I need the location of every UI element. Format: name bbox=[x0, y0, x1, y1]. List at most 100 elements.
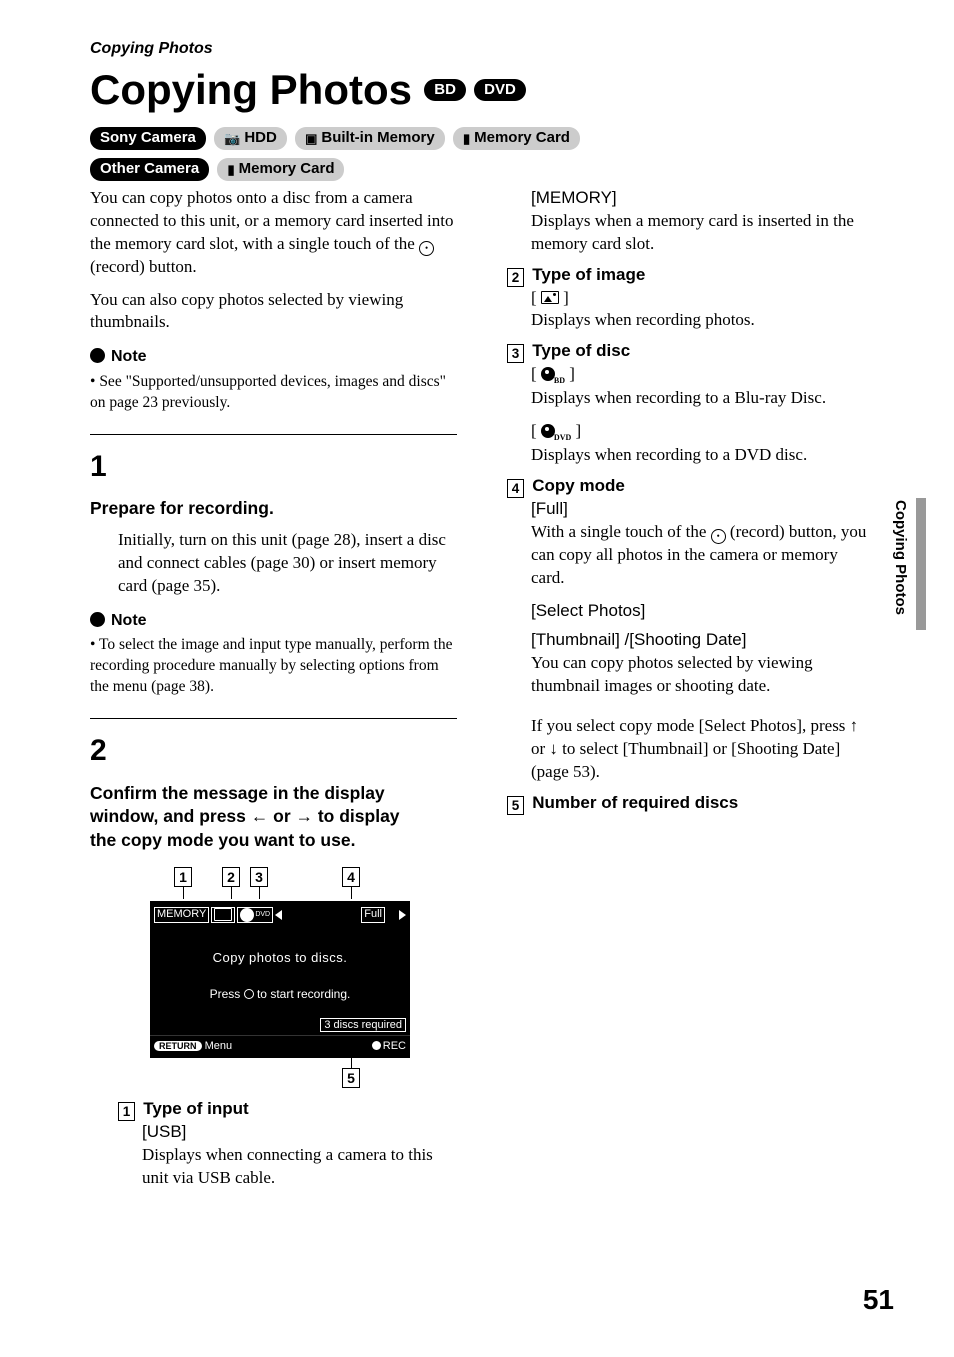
memory-card-pill: ▮Memory Card bbox=[453, 127, 580, 149]
boxnum-1: 1 bbox=[118, 1102, 135, 1121]
memory-desc: Displays when a memory card is inserted … bbox=[531, 210, 874, 256]
callout-2: 2 bbox=[222, 867, 240, 887]
full-label: [Full] bbox=[531, 498, 874, 521]
callout-1: 1 bbox=[174, 867, 192, 887]
callout-row-bottom: 5 bbox=[150, 1058, 420, 1088]
other-camera-pill: Other Camera bbox=[90, 158, 209, 180]
page-title: Copying Photos bbox=[90, 62, 412, 119]
title-pill-dvd: DVD bbox=[474, 79, 526, 101]
item-1-label: Type of input bbox=[143, 1099, 248, 1118]
memory-card-label: Memory Card bbox=[474, 128, 570, 148]
dvd-disc-bracket: [ DVD ] bbox=[531, 420, 874, 444]
callout-5: 5 bbox=[342, 1068, 360, 1088]
item-1-usb: [USB] Displays when connecting a camera … bbox=[142, 1121, 457, 1190]
photo-icon-bracket: [ ] bbox=[531, 287, 874, 310]
builtin-memory-pill: ▣Built-in Memory bbox=[295, 127, 445, 149]
intro-text-1: You can copy photos onto a disc from a c… bbox=[90, 188, 454, 253]
thumbnail-desc: You can copy photos selected by viewing … bbox=[531, 652, 874, 698]
return-menu: RETURN Menu bbox=[154, 1039, 232, 1054]
item-1: 1 Type of input [USB] Displays when conn… bbox=[118, 1098, 457, 1190]
item-5-label: Number of required discs bbox=[532, 793, 738, 812]
item-4-label: Copy mode bbox=[532, 476, 625, 495]
rec-dot-icon bbox=[372, 1041, 381, 1050]
separator bbox=[90, 718, 457, 719]
disc-icon bbox=[541, 424, 555, 438]
item-2: 2 Type of image [ ] Displays when record… bbox=[507, 264, 874, 333]
memory-label: [MEMORY] bbox=[531, 187, 874, 210]
item-2-desc: Displays when recording photos. bbox=[531, 309, 874, 332]
thumbnail-date-label: [Thumbnail] /[Shooting Date] bbox=[531, 629, 874, 652]
step-1-body: Initially, turn on this unit (page 28), … bbox=[118, 529, 457, 598]
display-screen: MEMORY DVD Full Copy photos to discs. Pr… bbox=[150, 901, 410, 1058]
screen-top-row: MEMORY DVD Full bbox=[154, 905, 406, 925]
hdd-pill: 📷HDD bbox=[214, 127, 287, 149]
title-row: Copying Photos BD DVD bbox=[90, 62, 874, 119]
full-desc: With a single touch of the (record) butt… bbox=[531, 521, 874, 590]
side-tab-label: Copying Photos bbox=[890, 500, 910, 615]
memory-card-label-2: Memory Card bbox=[239, 159, 335, 179]
memory-card-pill-2: ▮ Memory Card bbox=[217, 158, 344, 180]
full-indicator: Full bbox=[361, 907, 385, 923]
screen-press-hint: Press to start recording. bbox=[154, 986, 406, 1016]
boxnum-4: 4 bbox=[507, 479, 524, 498]
return-pill: RETURN bbox=[154, 1041, 202, 1051]
usb-desc: Displays when connecting a camera to thi… bbox=[142, 1144, 457, 1190]
breadcrumb: Copying Photos bbox=[90, 38, 874, 60]
page-number: 51 bbox=[863, 1281, 894, 1319]
record-icon bbox=[419, 241, 434, 256]
memory-icon: ▣ bbox=[305, 130, 317, 148]
discs-required: 3 discs required bbox=[154, 1016, 406, 1033]
record-icon bbox=[711, 529, 726, 544]
record-dot-icon bbox=[244, 989, 254, 999]
memory-indicator: MEMORY bbox=[154, 907, 209, 923]
right-column: [MEMORY] Displays when a memory card is … bbox=[507, 187, 874, 1196]
note-list: To select the image and input type manua… bbox=[90, 635, 457, 698]
photo-indicator bbox=[211, 907, 235, 923]
callout-row-top: 1 2 3 4 bbox=[150, 867, 420, 901]
item-2-label: Type of image bbox=[532, 265, 645, 284]
screen-message: Copy photos to discs. bbox=[154, 925, 406, 987]
side-tab-bar bbox=[916, 498, 926, 630]
bd-desc: Displays when recording to a Blu-ray Dis… bbox=[531, 387, 874, 410]
intro-paragraph-2: You can also copy photos selected by vie… bbox=[90, 289, 457, 335]
boxnum-5: 5 bbox=[507, 796, 524, 815]
copy-mode-note: If you select copy mode [Select Photos],… bbox=[531, 715, 874, 784]
item-3-label: Type of disc bbox=[532, 341, 630, 360]
left-arrow-icon bbox=[275, 910, 282, 920]
item-4: 4 Copy mode [Full] With a single touch o… bbox=[507, 475, 874, 784]
builtin-memory-label: Built-in Memory bbox=[321, 128, 434, 148]
right-arrow-icon bbox=[399, 910, 406, 920]
disc-icon bbox=[541, 367, 555, 381]
intro-text-1b: (record) button. bbox=[90, 257, 197, 276]
item-5: 5 Number of required discs bbox=[507, 792, 874, 815]
card-icon: ▮ bbox=[463, 130, 470, 148]
sony-camera-pill: Sony Camera bbox=[90, 127, 206, 149]
bd-disc-bracket: [ BD ] bbox=[531, 363, 874, 387]
note-header: Note bbox=[90, 346, 457, 368]
step-1: 1 Prepare for recording. Initially, turn… bbox=[90, 447, 457, 598]
hdd-label: HDD bbox=[244, 128, 277, 148]
note-item: See "Supported/unsupported devices, imag… bbox=[90, 372, 457, 414]
item-3: 3 Type of disc [ BD ] Displays when reco… bbox=[507, 340, 874, 466]
screen-bottom-bar: RETURN Menu REC bbox=[150, 1035, 410, 1058]
title-pill-bd: BD bbox=[424, 79, 466, 101]
callout-3: 3 bbox=[250, 867, 268, 887]
note-item: To select the image and input type manua… bbox=[90, 635, 457, 698]
pill-row-1: Sony Camera 📷HDD ▣Built-in Memory ▮Memor… bbox=[90, 126, 874, 149]
pill-row-2: Other Camera ▮ Memory Card bbox=[90, 158, 874, 181]
step-number: 2 bbox=[90, 731, 116, 772]
callout-4: 4 bbox=[342, 867, 360, 887]
usb-label: [USB] bbox=[142, 1121, 457, 1144]
disc-indicator: DVD bbox=[237, 907, 273, 923]
intro-paragraph: You can copy photos onto a disc from a c… bbox=[90, 187, 457, 279]
boxnum-3: 3 bbox=[507, 344, 524, 363]
step-1-title: Prepare for recording. bbox=[90, 487, 427, 521]
photo-icon bbox=[541, 291, 559, 304]
display-diagram: 1 2 3 4 MEMORY DVD Full Copy photos to d… bbox=[150, 867, 420, 1088]
step-2: 2 Confirm the message in the display win… bbox=[90, 731, 457, 852]
step-2-title: Confirm the message in the display windo… bbox=[90, 772, 427, 853]
card-icon: ▮ bbox=[227, 161, 234, 179]
separator bbox=[90, 434, 457, 435]
dvd-desc: Displays when recording to a DVD disc. bbox=[531, 444, 874, 467]
camera-icon: 📷 bbox=[224, 130, 240, 148]
